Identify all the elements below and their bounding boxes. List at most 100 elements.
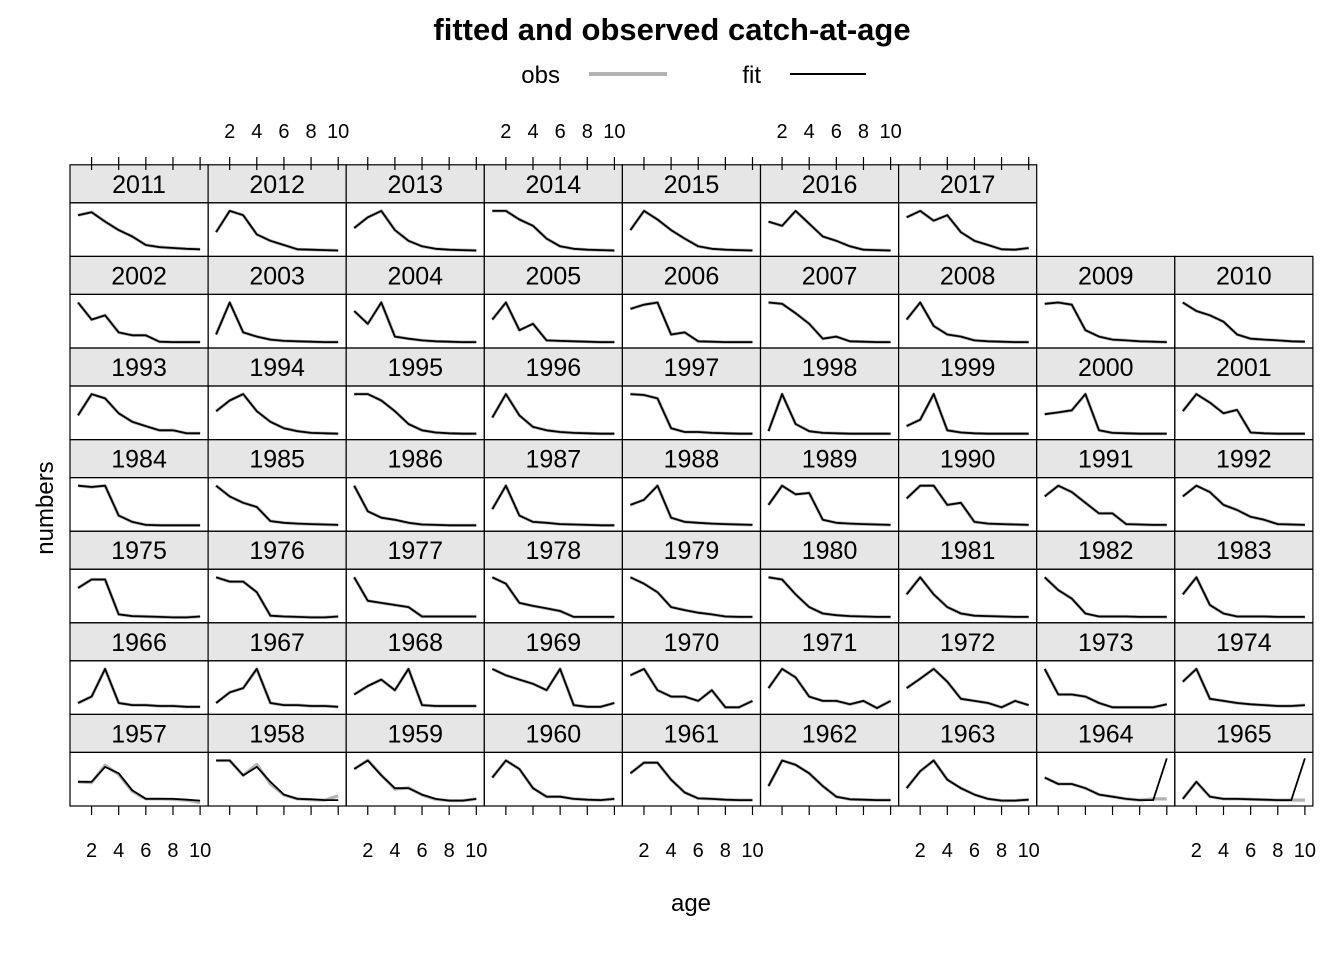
fit-line-1976 [215,576,339,619]
panel-strip [621,347,762,387]
panel-year-label: 1974 [1216,629,1272,657]
panel-plot-area [897,751,1038,807]
fit-line-1973 [1043,668,1167,709]
top-tick-label: 6 [278,121,289,143]
panel-1985: 1985 [207,439,347,532]
panel-1981: 1981 [897,530,1038,624]
panel-1958: 1958 [207,713,347,807]
panel-1994: 1994 [207,347,347,441]
bottom-tick-label: 6 [140,840,151,862]
fit-line-1972 [906,668,1029,709]
panel-strip [1174,439,1314,479]
panel-year-label: 1977 [387,537,443,565]
panel-1989: 1989 [759,439,900,532]
panel-plot-area [1036,568,1176,624]
legend-label-fit: fit [742,62,761,89]
fit-line-2003 [215,301,339,344]
panel-1997: 1997 [621,347,762,441]
panel-plot-area [1174,385,1314,441]
fit-line-2001 [1182,393,1305,435]
panel-year-label: 1998 [802,354,858,382]
panel-1990: 1990 [897,439,1038,532]
panel-year-label: 1985 [249,446,305,474]
panel-strip [897,164,1038,204]
y-axis-title: numbers [32,461,59,554]
panel-1959: 1959 [345,713,485,807]
fit-line-1990 [905,484,1029,526]
obs-line-1994 [215,392,339,436]
bottom-tick-label: 10 [465,840,487,862]
panel-2004: 2004 [345,255,485,349]
bottom-tick-label: 4 [113,840,124,862]
panel-plot-area [1174,660,1314,715]
obs-line-1971 [767,667,892,710]
obs-line-1982 [1043,576,1167,619]
fit-line-2010 [1182,301,1305,343]
fit-line-1988 [630,484,753,526]
obs-line-2005 [491,300,615,344]
top-tick-label: 8 [858,121,869,143]
panel-1986: 1986 [345,439,485,532]
panel-2000: 2000 [1036,347,1176,441]
panel-strip [207,530,347,570]
obs-line-2015 [629,209,753,253]
panel-strip [69,713,209,754]
panel-1982: 1982 [1036,530,1176,624]
obs-line-2009 [1044,300,1167,344]
top-tick-label: 4 [527,121,538,143]
panel-2001: 2001 [1174,347,1314,441]
panel-year-label: 1963 [940,720,996,748]
bottom-tick-label: 6 [969,840,980,862]
obs-line-1988 [629,484,753,527]
panel-year-label: 1987 [526,446,582,474]
panel-1966: 1966 [69,622,209,715]
panel-1968: 1968 [345,622,485,715]
panel-year-label: 1971 [802,629,858,657]
panel-plot-area [621,293,762,349]
panel-1999: 1999 [897,347,1038,441]
fit-line-1983 [1182,576,1305,618]
panel-2011: 2011 [69,164,209,258]
panel-year-label: 2008 [940,262,996,290]
obs-line-2013 [353,209,477,253]
panel-year-label: 1978 [526,537,582,565]
panel-1964: 1964 [1036,713,1176,807]
fit-line-2007 [768,301,891,344]
panel-1960: 1960 [483,713,623,807]
panel-plot-area [1174,751,1314,807]
panel-1996: 1996 [483,347,623,441]
panel-plot-area [1174,293,1314,349]
panel-2003: 2003 [207,255,347,349]
panel-year-label: 1996 [526,354,582,382]
obs-line-1983 [1181,575,1305,619]
panel-strip [759,622,900,662]
panel-year-label: 1957 [111,720,167,748]
panel-2016: 2016 [759,164,900,258]
bottom-tick-label: 2 [362,840,373,862]
panel-1979: 1979 [621,530,762,624]
x-axis-title: age [671,890,711,917]
panel-1993: 1993 [69,347,209,441]
panel-strip [897,255,1038,295]
panel-year-label: 1964 [1078,720,1134,748]
panel-year-label: 2010 [1216,262,1272,290]
panel-2010: 2010 [1174,255,1314,349]
panel-1978: 1978 [483,530,623,624]
bottom-tick-label: 2 [1191,840,1202,862]
obs-line-1990 [905,484,1029,527]
obs-line-1999 [905,392,1029,436]
panel-year-label: 1972 [940,629,996,657]
panel-year-label: 2013 [387,171,443,199]
fit-line-2017 [906,209,1029,251]
panel-2013: 2013 [345,164,485,258]
panel-plot-area [621,751,762,807]
obs-line-1973 [1043,668,1168,709]
panel-year-label: 1982 [1078,537,1134,565]
panel-year-label: 2016 [802,171,858,199]
fit-line-1967 [215,668,339,708]
obs-line-2012 [214,209,339,253]
top-tick-label: 8 [582,121,593,143]
panel-year-label: 2012 [249,171,305,199]
obs-line-1984 [77,484,201,527]
top-tick-label: 4 [251,121,262,143]
